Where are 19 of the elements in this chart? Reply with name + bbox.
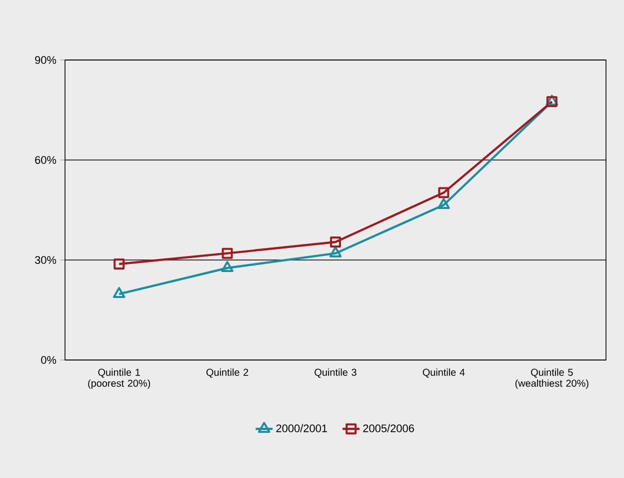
point xyxy=(114,258,125,270)
legend-label: 2000/2001 xyxy=(276,424,327,432)
y-tick-label: 60% xyxy=(35,156,56,164)
point xyxy=(221,261,234,272)
legend-label: 2005/2006 xyxy=(363,424,414,432)
y-tick-label: 90% xyxy=(35,56,56,64)
point xyxy=(222,248,233,259)
x-tick-label: Quintile 5 (wealthiest 20%) xyxy=(515,368,588,389)
x-tick-label: Quintile 4 xyxy=(422,368,465,378)
point xyxy=(438,187,450,198)
point xyxy=(438,198,450,209)
point xyxy=(329,246,342,258)
x-tick-label: Quintile 2 xyxy=(206,368,248,378)
x-tick-label: Quintile 3 xyxy=(314,368,356,378)
y-tick-label: 30% xyxy=(34,256,56,264)
x-tick-label: Quintile 1 (poorest 20%) xyxy=(88,368,150,389)
point xyxy=(112,287,126,298)
y-tick-label: 0% xyxy=(41,356,56,364)
point xyxy=(330,236,341,248)
